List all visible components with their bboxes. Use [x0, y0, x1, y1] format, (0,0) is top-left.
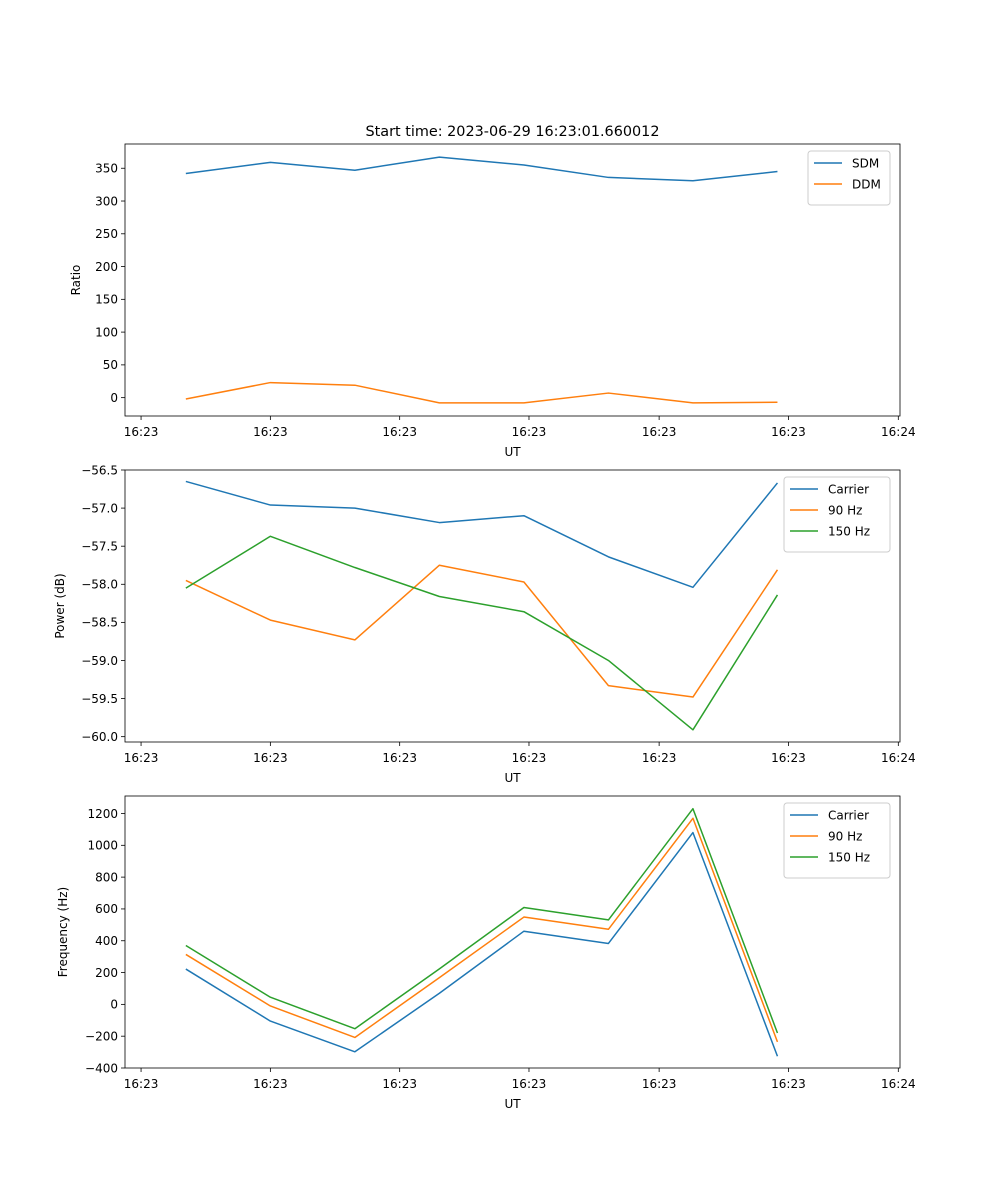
y-tick-label: 150	[95, 293, 118, 307]
series-line-150-hz	[185, 807, 779, 1034]
y-tick-label: 300	[95, 194, 118, 208]
chart-panel-2: 16:23 16:23 16:23 16:23 16:23 16:23 16:24 −60.0…	[53, 463, 916, 785]
legend: Carrier 90 Hz 150 Hz	[783, 802, 891, 879]
legend-label: 150 Hz	[828, 524, 870, 538]
x-tick-label: 16:23	[124, 425, 159, 439]
legend-box	[783, 802, 891, 879]
y-tick-label: 350	[95, 162, 118, 176]
y-tick-label: 600	[95, 902, 118, 916]
series-line-carrier	[185, 480, 779, 589]
series-line-150-hz	[185, 535, 779, 731]
legend-box	[807, 150, 891, 206]
legend-label: Carrier	[828, 482, 869, 496]
x-tick-label: 16:23	[771, 425, 806, 439]
x-tick-label: 16:23	[382, 1077, 417, 1091]
x-tick-label: 16:23	[124, 1077, 159, 1091]
y-tick-label: −58.5	[81, 616, 118, 630]
y-tick-label: 0	[110, 391, 118, 405]
series-line-90-hz	[185, 564, 779, 698]
x-tick-label: 16:23	[253, 425, 288, 439]
y-tick-label: −400	[85, 1061, 118, 1075]
y-tick-label: −58.0	[81, 578, 118, 592]
figure-title: Start time: 2023-06-29 16:23:01.660012	[365, 124, 659, 140]
x-axis-label: UT	[504, 445, 521, 459]
series-line-carrier	[185, 831, 779, 1057]
x-tick-label: 16:23	[512, 1077, 547, 1091]
y-tick-label: 800	[95, 870, 118, 884]
y-tick-label: 200	[95, 966, 118, 980]
axes-frame	[124, 143, 901, 417]
y-tick-label: −56.5	[81, 463, 118, 477]
series-line-ddm	[185, 381, 778, 404]
x-tick-label: 16:23	[771, 1077, 806, 1091]
y-tick-label: 1000	[87, 839, 118, 853]
charts-container: 16:23 16:23 16:23 16:23 16:23 16:23 16:24 0 50 10…	[53, 143, 916, 1111]
y-tick-label: −59.0	[81, 654, 118, 668]
legend-box	[783, 476, 891, 553]
x-axis-label: UT	[504, 771, 521, 785]
x-tick-label: 16:23	[382, 425, 417, 439]
y-tick-label: −57.5	[81, 539, 118, 553]
legend-label: Carrier	[828, 808, 869, 822]
y-axis-label: Frequency (Hz)	[56, 887, 70, 978]
y-axis-label: Power (dB)	[53, 573, 67, 638]
x-tick-label: 16:23	[512, 425, 547, 439]
y-axis-label: Ratio	[69, 265, 83, 296]
x-tick-label: 16:23	[771, 751, 806, 765]
chart-panel-3: 16:23 16:23 16:23 16:23 16:23 16:23 16:24 −400 −…	[56, 795, 916, 1111]
series-line-90-hz	[185, 817, 779, 1043]
x-tick-label: 16:23	[124, 751, 159, 765]
legend: Carrier 90 Hz 150 Hz	[783, 476, 891, 553]
y-tick-label: 1200	[87, 807, 118, 821]
axes-frame	[124, 469, 901, 743]
y-tick-label: 250	[95, 227, 118, 241]
axes-frame	[124, 795, 901, 1069]
y-tick-label: −60.0	[81, 730, 118, 744]
x-tick-label: 16:23	[253, 1077, 288, 1091]
legend-label: 90 Hz	[828, 503, 862, 517]
legend-label: 150 Hz	[828, 850, 870, 864]
y-tick-label: −59.5	[81, 692, 118, 706]
x-tick-label: 16:23	[512, 751, 547, 765]
y-tick-label: −57.0	[81, 501, 118, 515]
y-tick-label: 50	[103, 358, 118, 372]
x-tick-label: 16:23	[382, 751, 417, 765]
x-tick-label: 16:24	[881, 751, 916, 765]
x-tick-label: 16:23	[642, 1077, 677, 1091]
x-tick-label: 16:23	[642, 751, 677, 765]
legend-label: SDM	[852, 156, 879, 170]
y-tick-label: 100	[95, 325, 118, 339]
x-tick-label: 16:24	[881, 425, 916, 439]
y-tick-label: 400	[95, 934, 118, 948]
y-tick-label: 0	[110, 998, 118, 1012]
legend-label: 90 Hz	[828, 829, 862, 843]
y-tick-label: 200	[95, 260, 118, 274]
series-line-sdm	[185, 156, 778, 182]
legend-label: DDM	[852, 177, 881, 191]
x-tick-label: 16:23	[253, 751, 288, 765]
x-tick-label: 16:23	[642, 425, 677, 439]
y-tick-label: −200	[85, 1029, 118, 1043]
legend: SDM DDM	[807, 150, 891, 206]
chart-panel-1: 16:23 16:23 16:23 16:23 16:23 16:23 16:24 0 50 10…	[69, 143, 916, 459]
x-axis-label: UT	[504, 1097, 521, 1111]
x-tick-label: 16:24	[881, 1077, 916, 1091]
